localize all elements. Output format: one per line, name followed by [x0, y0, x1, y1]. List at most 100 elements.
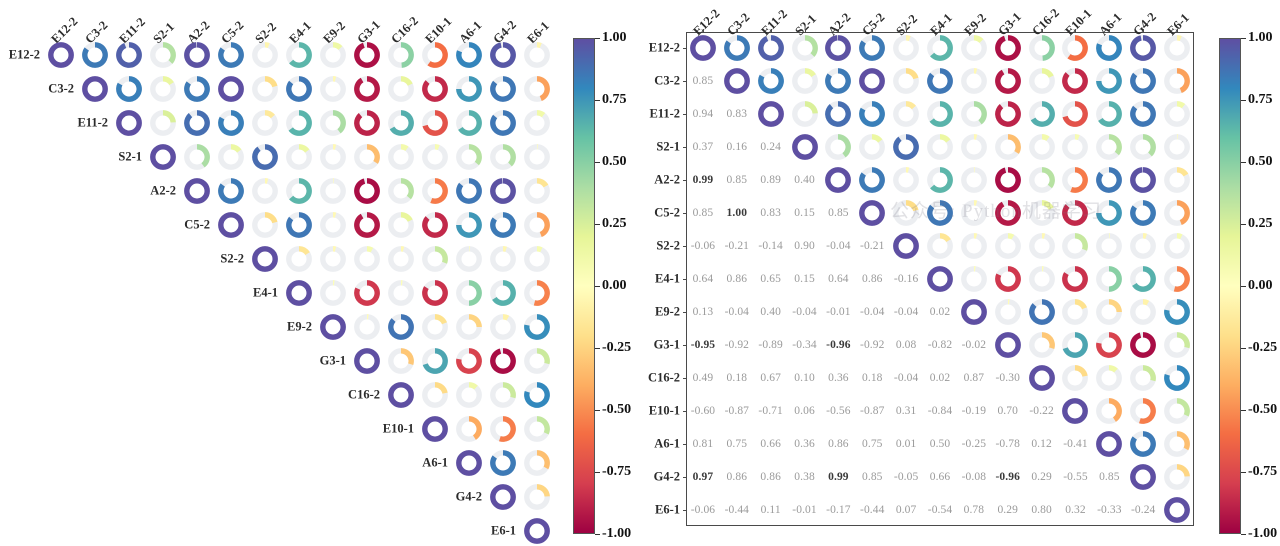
right-donut-A2-2-A6-1 — [1094, 165, 1124, 195]
right-colorbar-tick-label: -0.50 — [1248, 402, 1278, 417]
right-colorbar-tick-label: 0.00 — [1248, 278, 1273, 293]
right-value-A2-2-E12-2: 0.99 — [692, 174, 714, 187]
right-value-C16-2-C5-2: 0.18 — [862, 371, 883, 384]
right-row-label-G4-2: G4-2 — [653, 469, 680, 484]
right-row-tick — [683, 81, 686, 83]
right-colorbar-tick-label: -1.00 — [1248, 526, 1278, 541]
left-donut-C5-2-G4-2 — [488, 210, 518, 240]
right-value-G3-1-A2-2: -0.96 — [826, 338, 851, 351]
right-donut-C5-2-A6-1 — [1094, 198, 1124, 228]
left-donut-E12-2-S2-2 — [250, 40, 280, 70]
left-donut-G3-1-G3-1 — [352, 346, 382, 376]
left-donut-S2-2-A6-1 — [454, 244, 484, 274]
left-colorbar-tick — [595, 162, 600, 163]
right-value-G3-1-S2-1: -0.34 — [792, 338, 817, 351]
left-donut-A2-2-G3-1 — [352, 176, 382, 206]
right-value-A6-1-E12-2: 0.81 — [692, 437, 714, 450]
left-donut-S2-1-C5-2 — [216, 142, 246, 172]
right-value-C16-2-S2-1: 0.10 — [794, 371, 815, 384]
left-donut-G3-1-A6-1 — [454, 346, 484, 376]
right-value-S2-2-C5-2: -0.21 — [860, 240, 885, 253]
left-donut-C5-2-G3-1 — [352, 210, 382, 240]
left-donut-E12-2-S2-1 — [148, 40, 178, 70]
left-donut-A2-2-E10-1 — [420, 176, 450, 206]
left-donut-E9-2-E10-1 — [420, 312, 450, 342]
left-donut-E11-2-S2-2 — [250, 108, 280, 138]
left-row-label-E4-1: E4-1 — [253, 285, 278, 300]
left-donut-E9-2-E6-1 — [522, 312, 552, 342]
right-donut-A2-2-C5-2 — [857, 165, 887, 195]
right-row-tick — [683, 180, 686, 182]
right-donut-G3-1-G4-2 — [1128, 330, 1158, 360]
left-donut-E12-2-C5-2 — [216, 40, 246, 70]
right-column-tick — [804, 29, 806, 32]
left-donut-G4-2-E6-1 — [522, 482, 552, 512]
right-donut-E12-2-S2-2 — [891, 33, 921, 63]
right-donut-E12-2-E12-2 — [688, 33, 718, 63]
right-donut-C5-2-C16-2 — [1027, 198, 1057, 228]
left-donut-A2-2-S2-2 — [250, 176, 280, 206]
left-donut-C3-2-E11-2 — [114, 74, 144, 104]
right-value-A6-1-C5-2: 0.75 — [862, 437, 883, 450]
right-donut-C3-2-E6-1 — [1162, 66, 1192, 96]
left-donut-E12-2-E10-1 — [420, 40, 450, 70]
right-value-E11-2-E12-2: 0.94 — [692, 108, 714, 121]
right-donut-C3-2-E10-1 — [1060, 66, 1090, 96]
left-colorbar-tick — [595, 348, 600, 349]
right-donut-C5-2-E9-2 — [959, 198, 989, 228]
right-column-tick — [906, 29, 908, 32]
right-value-C16-2-E11-2: 0.67 — [760, 371, 781, 384]
right-value-C5-2-E12-2: 0.85 — [692, 207, 714, 220]
left-donut-A2-2-E6-1 — [522, 176, 552, 206]
right-donut-G3-1-C16-2 — [1027, 330, 1057, 360]
right-row-label-E11-2: E11-2 — [649, 106, 680, 121]
left-donut-E10-1-A6-1 — [454, 414, 484, 444]
right-donut-E4-1-E9-2 — [959, 264, 989, 294]
left-row-label-E11-2: E11-2 — [77, 115, 108, 130]
right-value-A6-1-S2-2: 0.01 — [895, 437, 917, 450]
right-row-label-G3-1: G3-1 — [653, 337, 680, 352]
left-donut-E9-2-C16-2 — [386, 312, 416, 342]
right-value-S2-1-C3-2: 0.16 — [726, 141, 748, 154]
left-colorbar-tick-label: -0.50 — [602, 402, 632, 417]
right-value-E9-2-S2-1: -0.04 — [792, 305, 817, 318]
right-donut-S2-1-E4-1 — [925, 132, 955, 162]
left-donut-E11-2-C5-2 — [216, 108, 246, 138]
right-donut-G3-1-E10-1 — [1060, 330, 1090, 360]
left-donut-E11-2-E10-1 — [420, 108, 450, 138]
left-colorbar-gradient — [573, 38, 595, 534]
right-value-G4-2-E9-2: -0.08 — [961, 470, 987, 483]
right-value-S2-2-S2-1: 0.90 — [794, 240, 815, 253]
left-donut-S2-1-E10-1 — [420, 142, 450, 172]
left-donut-C5-2-C5-2 — [216, 210, 246, 240]
right-donut-E12-2-E6-1 — [1162, 33, 1192, 63]
left-donut-C5-2-S2-2 — [250, 210, 280, 240]
right-row-tick — [683, 279, 686, 280]
right-donut-E10-1-G4-2 — [1128, 396, 1158, 426]
left-donut-E11-2-G4-2 — [488, 108, 518, 138]
right-column-tick — [1041, 29, 1043, 32]
right-donut-E4-1-E10-1 — [1060, 264, 1090, 294]
right-value-C16-2-S2-2: -0.04 — [893, 371, 919, 384]
right-row-tick — [683, 147, 686, 149]
right-value-G3-1-E12-2: -0.95 — [690, 338, 716, 351]
right-donut-S2-1-E10-1 — [1060, 132, 1090, 162]
right-donut-S2-1-G4-2 — [1128, 132, 1158, 162]
left-donut-E11-2-E9-2 — [318, 108, 348, 138]
right-value-G3-1-S2-2: 0.08 — [895, 338, 917, 351]
right-donut-S2-1-S2-1 — [790, 132, 820, 162]
right-donut-S2-2-G4-2 — [1128, 231, 1158, 261]
left-donut-E9-2-G4-2 — [488, 312, 518, 342]
right-value-E10-1-C16-2: -0.22 — [1029, 404, 1054, 417]
left-row-label-G3-1: G3-1 — [319, 353, 346, 368]
right-donut-E6-1-E6-1 — [1162, 495, 1192, 525]
right-donut-C16-2-E10-1 — [1060, 363, 1090, 393]
right-row-label-E4-1: E4-1 — [655, 271, 680, 286]
left-donut-A2-2-E4-1 — [284, 176, 314, 206]
right-donut-E11-2-S2-2 — [891, 99, 921, 129]
right-value-G4-2-E11-2: 0.86 — [760, 470, 781, 483]
right-value-G4-2-E4-1: 0.66 — [929, 470, 951, 483]
right-donut-G4-2-E6-1 — [1162, 462, 1192, 492]
right-row-label-E6-1: E6-1 — [655, 502, 680, 517]
left-donut-E4-1-A6-1 — [454, 278, 484, 308]
